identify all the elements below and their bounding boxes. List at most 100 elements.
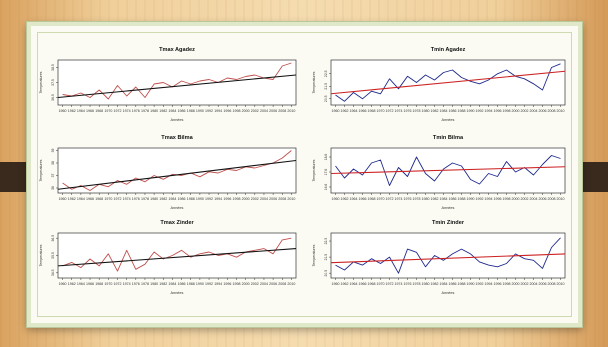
x-tick-label: 1986 — [449, 282, 457, 286]
x-tick-label: 2002 — [521, 109, 529, 113]
x-tick-label: 1982 — [159, 197, 167, 201]
x-tick-label: 2002 — [251, 282, 259, 286]
x-tick-label: 1968 — [368, 197, 376, 201]
x-tick-label: 1982 — [431, 197, 439, 201]
y-tick-label: 34.5 — [51, 269, 55, 276]
chart-panel-3: Tmax Bilma Temperatures Années 1960 1962 1964… — [39, 135, 297, 210]
x-tick-label: 1968 — [368, 282, 376, 286]
x-tick-label: 1970 — [377, 109, 385, 113]
x-tick-label: 2006 — [539, 197, 547, 201]
x-tick-label: 2000 — [242, 197, 250, 201]
x-tick-label: 2000 — [512, 282, 520, 286]
x-tick-label: 1964 — [350, 282, 358, 286]
x-tick-label: 1982 — [431, 282, 439, 286]
y-tick-label: 36.5 — [51, 235, 55, 242]
x-tick-label: 1996 — [223, 109, 231, 113]
x-tick-label: 1992 — [205, 109, 213, 113]
x-tick-label: 1974 — [395, 109, 403, 113]
x-tick-label: 1972 — [386, 197, 394, 201]
x-tick-label: 1974 — [395, 197, 403, 201]
chart-title: Tmin Zinder — [432, 220, 465, 226]
x-tick-label: 1976 — [404, 197, 412, 201]
x-tick-label: 2004 — [530, 197, 538, 201]
x-tick-label: 1996 — [494, 197, 502, 201]
chart-title: Tmax Agadez — [159, 47, 195, 53]
x-tick-label: 1996 — [494, 282, 502, 286]
x-tick-label: 1972 — [114, 109, 122, 113]
x-tick-label: 1970 — [104, 109, 112, 113]
x-tick-label: 1992 — [205, 197, 213, 201]
x-tick-label: 2008 — [278, 282, 286, 286]
x-tick-label: 1984 — [168, 197, 176, 201]
x-tick-label: 2000 — [512, 197, 520, 201]
x-tick-label: 1962 — [68, 109, 76, 113]
x-tick-label: 2006 — [269, 282, 277, 286]
x-tick-label: 1962 — [341, 109, 349, 113]
plot-frame — [57, 232, 297, 279]
x-tick-label: 1998 — [503, 282, 511, 286]
x-tick-label: 1992 — [476, 282, 484, 286]
x-axis-label: Années — [442, 118, 455, 122]
x-tick-label: 1988 — [458, 197, 466, 201]
trend-line — [57, 248, 297, 267]
x-tick-label: 2010 — [557, 282, 565, 286]
x-tick-label: 1974 — [123, 197, 131, 201]
x-tick-label: 1992 — [205, 282, 213, 286]
y-axis-label: Temperatures — [39, 244, 43, 266]
x-tick-label: 1968 — [368, 109, 376, 113]
x-tick-label: 1960 — [332, 197, 340, 201]
x-tick-label: 1974 — [395, 282, 403, 286]
x-tick-label: 1994 — [214, 197, 222, 201]
x-tick-label: 2010 — [557, 197, 565, 201]
x-tick-label: 1966 — [359, 282, 367, 286]
y-tick-label: 17.6 — [324, 169, 328, 176]
y-tick-label: 36 — [51, 186, 55, 190]
series-line — [335, 63, 561, 102]
x-tick-label: 2000 — [512, 109, 520, 113]
x-axis-label: Années — [442, 291, 455, 295]
x-tick-label: 1980 — [422, 197, 430, 201]
chart-title: Tmax Zinder — [160, 220, 194, 226]
y-tick-label: 38.5 — [51, 64, 55, 71]
x-tick-label: 1992 — [476, 197, 484, 201]
x-axis-label: Années — [171, 206, 184, 210]
chart-title: Tmax Bilma — [161, 135, 193, 141]
x-tick-label: 1970 — [104, 197, 112, 201]
x-tick-label: 1998 — [503, 197, 511, 201]
x-tick-label: 1962 — [341, 197, 349, 201]
x-tick-label: 2006 — [539, 282, 547, 286]
x-tick-label: 1980 — [422, 109, 430, 113]
x-tick-label: 1966 — [359, 197, 367, 201]
x-tick-label: 1982 — [159, 282, 167, 286]
y-tick-label: 21.5 — [324, 254, 328, 261]
trend-line — [330, 166, 566, 175]
x-tick-label: 1978 — [413, 282, 421, 286]
x-tick-label: 1994 — [485, 109, 493, 113]
x-tick-label: 1990 — [467, 197, 475, 201]
x-tick-label: 1988 — [187, 197, 195, 201]
x-tick-label: 2004 — [530, 282, 538, 286]
x-tick-label: 1962 — [341, 282, 349, 286]
x-tick-label: 1964 — [77, 197, 85, 201]
chart-title: Tmin Agadez — [431, 47, 466, 53]
y-tick-label: 22.5 — [324, 70, 328, 77]
y-tick-label: 37 — [51, 174, 55, 178]
x-tick-label: 1986 — [449, 197, 457, 201]
x-tick-label: 1980 — [150, 197, 158, 201]
y-tick-label: 16.6 — [324, 184, 328, 191]
x-tick-label: 1986 — [178, 282, 186, 286]
x-tick-label: 2002 — [251, 197, 259, 201]
x-tick-label: 1988 — [187, 109, 195, 113]
x-tick-label: 1972 — [114, 282, 122, 286]
x-tick-label: 1960 — [332, 109, 340, 113]
x-tick-label: 1990 — [196, 197, 204, 201]
x-tick-label: 2008 — [548, 282, 556, 286]
x-tick-label: 2010 — [287, 197, 295, 201]
x-tick-label: 1990 — [467, 109, 475, 113]
x-tick-label: 1964 — [350, 109, 358, 113]
x-tick-label: 1974 — [123, 282, 131, 286]
trend-line — [57, 159, 297, 190]
x-tick-label: 1964 — [77, 109, 85, 113]
